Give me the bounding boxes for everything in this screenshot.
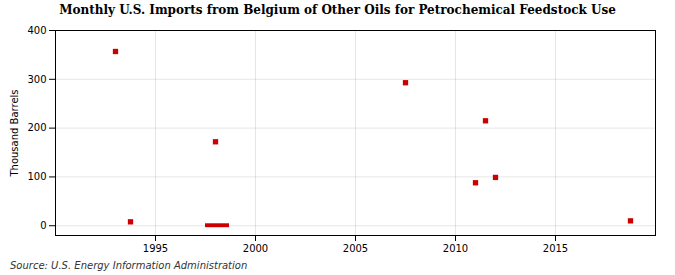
svg-text:2000: 2000	[243, 243, 268, 254]
svg-text:2005: 2005	[343, 243, 368, 254]
html-text:Source: U.S. Energy Informatio: Source: U.S. Energy Information Administ…	[10, 260, 248, 271]
svg-text:400: 400	[27, 25, 46, 36]
svg-text:2010: 2010	[443, 243, 468, 254]
svg-text:300: 300	[27, 74, 46, 85]
svg-text:Thousand Barrels: Thousand Barrels	[9, 89, 20, 177]
svg-text:200: 200	[27, 122, 46, 133]
svg-text:0: 0	[40, 220, 46, 231]
html-text:Monthly U.S. Imports from Belg: Monthly U.S. Imports from Belgium of Oth…	[59, 3, 616, 17]
svg-text:1995: 1995	[143, 243, 168, 254]
svg-text:2015: 2015	[543, 243, 568, 254]
svg-text:100: 100	[27, 171, 46, 182]
